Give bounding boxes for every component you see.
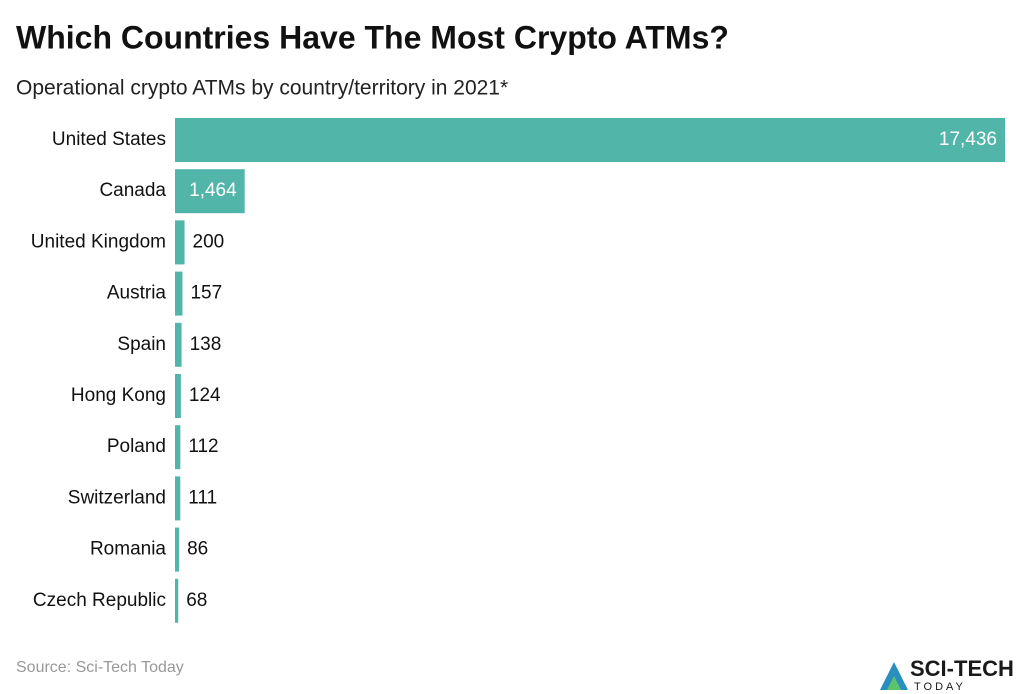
category-label: Romania xyxy=(90,539,166,560)
category-label: Czech Republic xyxy=(33,590,166,611)
category-label: United States xyxy=(52,129,166,150)
bar xyxy=(175,527,180,572)
value-label: 17,436 xyxy=(939,129,997,150)
category-label: Spain xyxy=(117,334,166,355)
bar xyxy=(175,322,182,367)
value-label: 68 xyxy=(186,590,207,611)
value-label: 1,464 xyxy=(189,180,237,201)
bar xyxy=(175,578,179,623)
bar xyxy=(175,425,181,470)
value-label: 200 xyxy=(193,231,225,252)
brand-sub: TODAY xyxy=(914,681,966,693)
brand: SCI-TECH xyxy=(910,656,1014,681)
category-label: United Kingdom xyxy=(31,231,166,252)
value-label: 111 xyxy=(188,487,217,508)
value-label: 112 xyxy=(188,436,218,457)
category-label: Hong Kong xyxy=(71,385,166,406)
value-label: 86 xyxy=(187,539,208,560)
source: Source: Sci-Tech Today xyxy=(16,659,184,676)
chart-title: Which Countries Have The Most Crypto ATM… xyxy=(16,19,729,55)
chart-subtitle: Operational crypto ATMs by country/terri… xyxy=(16,77,508,100)
category-label: Poland xyxy=(107,436,166,457)
logo: SCI-TECH TODAY xyxy=(880,656,1014,693)
bar xyxy=(175,220,185,265)
bar xyxy=(175,271,183,316)
category-label: Switzerland xyxy=(68,487,166,508)
value-label: 138 xyxy=(190,334,222,355)
value-label: 124 xyxy=(189,385,221,406)
category-label: Austria xyxy=(107,283,167,304)
category-label: Canada xyxy=(99,180,166,201)
bar xyxy=(175,374,181,418)
logo-icon xyxy=(887,676,901,690)
bar xyxy=(175,118,1005,162)
bar xyxy=(175,169,245,214)
value-label: 157 xyxy=(190,283,222,304)
bar xyxy=(175,476,181,521)
